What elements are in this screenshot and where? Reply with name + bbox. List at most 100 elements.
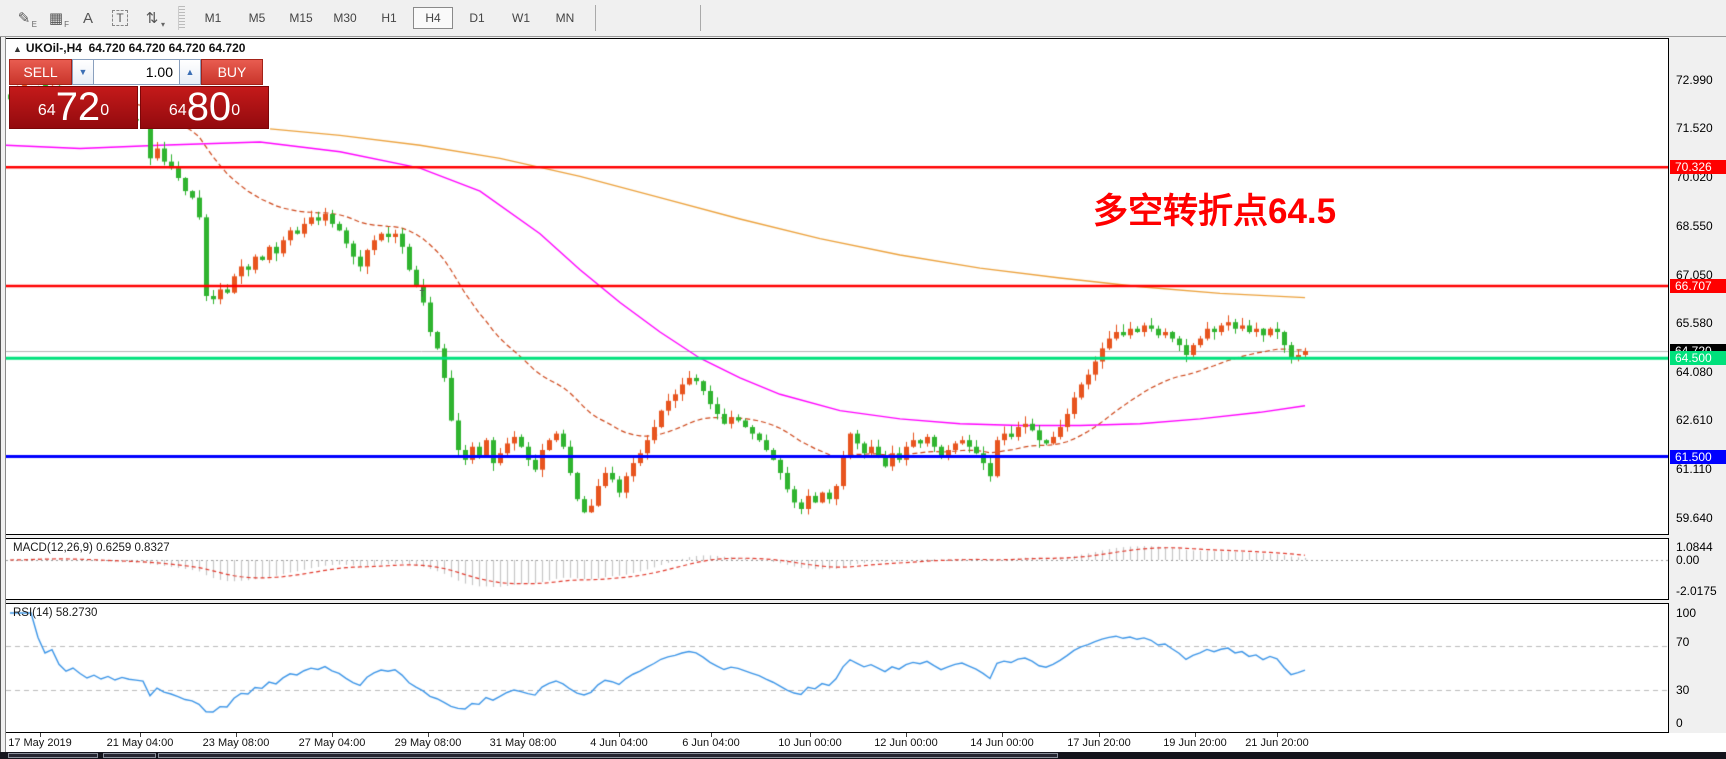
rsi-axis-label: 0 (1676, 716, 1683, 730)
timeframe-button-m5[interactable]: M5 (248, 11, 266, 25)
time-axis-label: 4 Jun 04:00 (590, 737, 648, 749)
price-axis-label: 67.050 (1676, 267, 1713, 282)
toolbar-separator-2 (700, 5, 701, 31)
price-axis-label: 59.640 (1676, 510, 1713, 525)
price-axis-label: 65.580 (1676, 315, 1713, 330)
time-axis-label: 31 May 08:00 (489, 737, 557, 749)
macd-canvas[interactable] (6, 539, 1668, 599)
timeframe-button-d1[interactable]: D1 (469, 11, 485, 25)
time-axis-tick (1277, 733, 1278, 737)
bottom-status-bar (0, 752, 1726, 759)
time-axis-tick (906, 733, 907, 737)
macd-panel: MACD(12,26,9) 0.6259 0.8327 (5, 538, 1669, 600)
indicators-grid-icon[interactable]: ▦ F (48, 10, 69, 29)
time-axis-label: 19 Jun 20:00 (1163, 737, 1227, 749)
rsi-axis-label: 30 (1676, 683, 1690, 697)
toolbar-drag-handle[interactable] (178, 6, 185, 30)
price-axis-label: 62.610 (1676, 413, 1713, 428)
ohlc-quotes: 64.720 64.720 64.720 64.720 (88, 41, 246, 55)
time-axis-tick (619, 733, 620, 737)
rsi-axis-label: 70 (1676, 635, 1690, 649)
window-left-edge (0, 37, 6, 752)
price-chart-canvas[interactable] (6, 39, 1668, 534)
chart-text-annotation[interactable]: 多空转折点64.5 (1093, 192, 1337, 231)
timeframe-button-m15[interactable]: M15 (289, 11, 313, 25)
time-axis-label: 12 Jun 00:00 (874, 737, 938, 749)
bottom-bar-segment-2[interactable] (158, 753, 1058, 758)
price-axis-label: 68.550 (1676, 218, 1713, 233)
time-axis-tick (428, 733, 429, 737)
price-axis-label: 71.520 (1676, 121, 1713, 136)
price-axis-badge: 70.326 (1670, 160, 1726, 175)
sell-price-point: 0 (100, 102, 110, 119)
time-axis-label: 27 May 04:00 (298, 737, 366, 749)
time-axis-label: 17 May 2019 (8, 737, 72, 749)
time-axis-label: 14 Jun 00:00 (970, 737, 1034, 749)
chart-title: ▲ UKOil-,H4 64.720 64.720 64.720 64.720 (13, 41, 245, 55)
price-axis-badge: 64.500 (1670, 351, 1726, 366)
time-axis-label: 29 May 08:00 (394, 737, 462, 749)
rsi-axis-label: 100 (1676, 606, 1697, 620)
timeframe-button-m1[interactable]: M1 (204, 11, 222, 25)
price-axis-label: 72.990 (1676, 73, 1713, 87)
time-axis-tick (40, 733, 41, 737)
timeframe-group: M1 M5 M15 M30 H1 H4 D1 W1 MN (191, 7, 587, 29)
toolbar-separator (595, 5, 596, 31)
crosshair-draw-icon[interactable]: ✎ E (17, 10, 37, 29)
sell-price-quote[interactable]: 64 72 0 (9, 86, 138, 129)
bottom-bar-segment-0[interactable] (8, 753, 98, 758)
symbol-period-label: UKOil-,H4 (25, 41, 82, 55)
bottom-bar-segment-1[interactable] (103, 753, 156, 758)
time-axis-tick (1099, 733, 1100, 737)
time-axis-tick (140, 733, 141, 737)
time-axis-tick (332, 733, 333, 737)
time-axis-tick (810, 733, 811, 737)
timeframe-button-w1[interactable]: W1 (512, 11, 530, 25)
rsi-canvas[interactable] (6, 604, 1668, 732)
time-axis-tick (1002, 733, 1003, 737)
sell-price-pips: 72 (55, 85, 101, 129)
time-axis-tick (711, 733, 712, 737)
volume-decrease-button[interactable]: ▼ (72, 59, 94, 85)
macd-axis-label: -2.0175 (1676, 584, 1717, 598)
rsi-panel: RSI(14) 58.2730 (5, 603, 1669, 733)
time-axis-label: 10 Jun 00:00 (778, 737, 842, 749)
timeframe-button-m30[interactable]: M30 (333, 11, 357, 25)
timeframe-button-mn[interactable]: MN (555, 11, 575, 25)
macd-axis-label: 0.00 (1676, 553, 1700, 567)
buy-price-quote[interactable]: 64 80 0 (140, 86, 269, 129)
toolbar: ✎ E ▦ F A T ⇅ ▾ M1 M5 M15 M30 H1 H4 D1 W1 MN (0, 0, 1726, 37)
buy-price-point: 0 (231, 102, 241, 119)
price-axis-badge: 61.500 (1670, 449, 1726, 464)
buy-price-pips: 80 (186, 85, 232, 129)
buy-button[interactable]: BUY (201, 59, 263, 85)
buy-price-whole: 64 (168, 102, 187, 119)
timeframe-button-h4[interactable]: H4 (413, 7, 453, 29)
time-axis-tick (523, 733, 524, 737)
text-annotation-icon[interactable]: A (82, 9, 93, 27)
timeframe-button-h1[interactable]: H1 (381, 11, 397, 25)
time-axis-tick (1195, 733, 1196, 737)
collapse-triangle-icon[interactable]: ▲ (13, 44, 22, 54)
price-chart-panel: ▲ UKOil-,H4 64.720 64.720 64.720 64.720 S… (5, 38, 1669, 535)
time-axis-tick (236, 733, 237, 737)
sell-button[interactable]: SELL (9, 59, 72, 85)
macd-label: MACD(12,26,9) 0.6259 0.8327 (13, 542, 170, 554)
price-axis-label: 64.080 (1676, 365, 1713, 379)
price-axis-badge: 66.707 (1670, 278, 1726, 293)
macd-axis-label: 1.0844 (1676, 540, 1713, 554)
cycle-arrows-icon[interactable]: ⇅ ▾ (145, 10, 165, 29)
one-click-trade-panel: SELL ▼ ▲ BUY 64 72 0 64 80 0 (9, 59, 269, 129)
rsi-label: RSI(14) 58.2730 (13, 607, 98, 619)
time-axis-label: 23 May 08:00 (202, 737, 270, 749)
drawing-tools-group: ✎ E ▦ F A T ⇅ ▾ (8, 5, 168, 31)
time-axis-label: 6 Jun 04:00 (682, 737, 740, 749)
time-axis-label: 17 Jun 20:00 (1067, 737, 1131, 749)
text-box-icon[interactable]: T (105, 5, 135, 31)
time-axis-label: 21 Jun 20:00 (1245, 737, 1309, 749)
time-axis-label: 21 May 04:00 (106, 737, 174, 749)
volume-increase-button[interactable]: ▲ (179, 59, 201, 85)
sell-price-whole: 64 (37, 102, 56, 119)
chart-arrow-marker[interactable]: † (419, 287, 426, 299)
volume-input[interactable] (94, 59, 179, 85)
